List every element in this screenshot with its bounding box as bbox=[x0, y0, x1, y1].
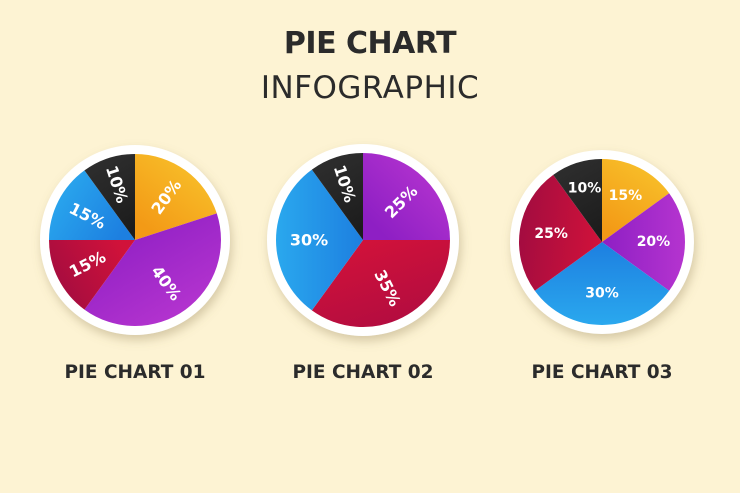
page-title: PIE CHART bbox=[283, 26, 457, 61]
pie-chart-01: 20%40%15%15%10% bbox=[40, 145, 230, 335]
pie-chart-02-label: PIE CHART 02 bbox=[292, 362, 434, 383]
pie-slice bbox=[553, 159, 602, 242]
pie-slice bbox=[602, 159, 670, 242]
pie-slice-label: 10% bbox=[568, 180, 602, 196]
pie-slice bbox=[84, 154, 135, 240]
pie-slice-label: 15% bbox=[609, 188, 643, 204]
pie-slice-label: 25% bbox=[534, 226, 568, 242]
pie-chart-01-label: PIE CHART 01 bbox=[64, 362, 206, 383]
pie-slice bbox=[49, 170, 135, 240]
pie-slice bbox=[518, 174, 602, 291]
pie-chart-03: 15% 20% 30% 25% 10% bbox=[510, 150, 694, 334]
pie-slice bbox=[602, 193, 685, 291]
pie-slice bbox=[311, 240, 450, 328]
pie-slice bbox=[363, 153, 450, 240]
pie-slice-label: 30% bbox=[585, 285, 619, 301]
pie-slice bbox=[84, 213, 221, 327]
pie-chart-03-label: PIE CHART 03 bbox=[531, 362, 673, 383]
pie-slice-label: 20% bbox=[637, 234, 671, 250]
pie-slice-label: 30% bbox=[290, 231, 328, 250]
pie-chart-02: 25%35%30%10% bbox=[267, 144, 459, 336]
pie-slice bbox=[135, 154, 217, 240]
pie-slice bbox=[534, 242, 670, 326]
pie-slice bbox=[49, 240, 135, 310]
pie-slice bbox=[275, 169, 363, 311]
pie-slice bbox=[311, 153, 363, 240]
page-subtitle: INFOGRAPHIC bbox=[260, 70, 480, 106]
